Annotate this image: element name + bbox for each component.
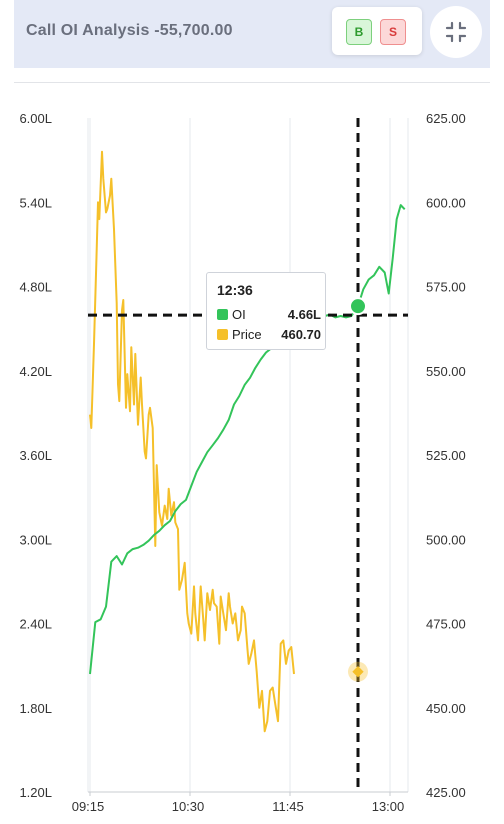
tooltip-price-label: Price bbox=[232, 326, 262, 342]
price-swatch bbox=[217, 328, 228, 340]
left-tick-label: 5.40L bbox=[19, 195, 52, 210]
right-tick-label: 450.00 bbox=[426, 701, 466, 716]
left-tick-label: 3.00L bbox=[19, 532, 52, 547]
collapse-button[interactable] bbox=[430, 6, 482, 58]
oi-swatch bbox=[217, 308, 228, 320]
buy-button[interactable]: B bbox=[346, 19, 372, 45]
x-tick-label: 09:15 bbox=[72, 799, 105, 814]
right-tick-label: 625.00 bbox=[426, 111, 466, 126]
page-title: Call OI Analysis -55,700.00 bbox=[26, 22, 233, 39]
right-tick-label: 475.00 bbox=[426, 617, 466, 632]
tooltip-price-row: Price 460.70 bbox=[217, 325, 321, 343]
right-tick-label: 575.00 bbox=[426, 280, 466, 295]
right-tick-label: 500.00 bbox=[426, 532, 466, 547]
x-tick-label: 11:45 bbox=[272, 799, 304, 814]
left-axis: 6.00L 5.40L 4.80L 4.20L 3.60L 3.00L 2.40L 1.80L… bbox=[19, 111, 52, 800]
price-series-line bbox=[89, 150, 295, 733]
oi-crosshair-marker bbox=[349, 297, 367, 316]
collapse-arrows-icon bbox=[445, 21, 467, 43]
tooltip-oi-value: 4.66L bbox=[287, 306, 321, 322]
right-tick-label: 600.00 bbox=[426, 195, 466, 210]
left-tick-label: 3.60L bbox=[19, 448, 52, 463]
x-tick-label: 10:30 bbox=[172, 799, 205, 814]
right-tick-label: 550.00 bbox=[426, 364, 466, 379]
tooltip-oi-label: OI bbox=[232, 306, 246, 322]
right-axis: 625.00 600.00 575.00 550.00 525.00 500.00 475.… bbox=[426, 111, 466, 800]
right-tick-label: 425.00 bbox=[426, 785, 466, 800]
left-tick-label: 1.20L bbox=[19, 785, 52, 800]
sell-button[interactable]: S bbox=[380, 19, 406, 45]
left-tick-label: 1.80L bbox=[19, 701, 52, 716]
x-axis: 09:15 10:30 11:45 13:00 bbox=[72, 792, 405, 814]
crosshair bbox=[88, 118, 408, 792]
left-tick-label: 4.80L bbox=[19, 280, 52, 295]
header-divider bbox=[14, 82, 490, 83]
chart-grid bbox=[87, 118, 409, 793]
tooltip-price-value: 460.70 bbox=[281, 326, 321, 342]
price-crosshair-marker bbox=[352, 666, 364, 678]
right-tick-label: 525.00 bbox=[426, 448, 466, 463]
left-tick-label: 6.00L bbox=[19, 111, 52, 126]
buy-sell-group: B S bbox=[332, 7, 422, 55]
tooltip-time: 12:36 bbox=[217, 282, 253, 298]
left-tick-label: 2.40L bbox=[19, 617, 52, 632]
left-tick-label: 4.20L bbox=[19, 364, 52, 379]
crosshair-tooltip: 12:36 OI 4.66L Price 460.70 bbox=[206, 272, 326, 350]
tooltip-oi-row: OI 4.66L bbox=[217, 305, 321, 323]
header-bar: Call OI Analysis -55,700.00 B S bbox=[14, 0, 490, 68]
x-tick-label: 13:00 bbox=[372, 799, 405, 814]
